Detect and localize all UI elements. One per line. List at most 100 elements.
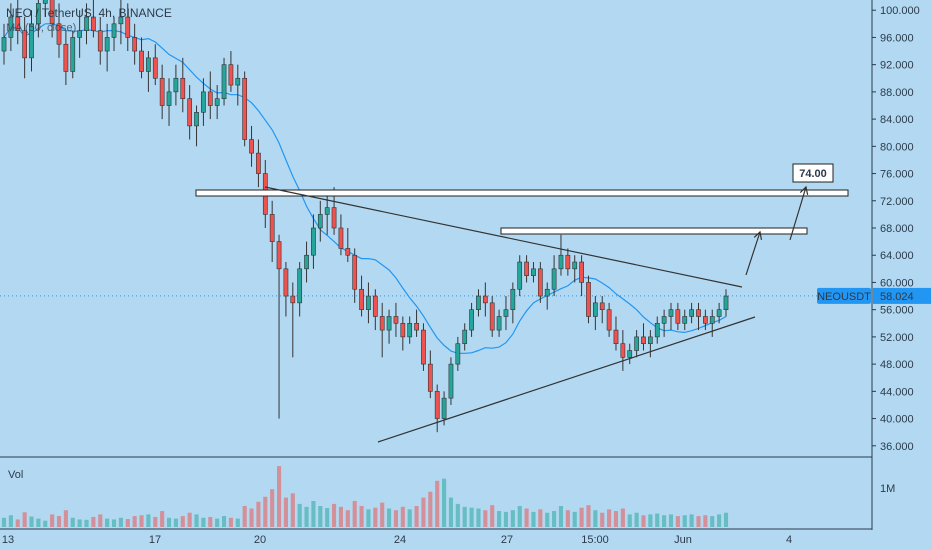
volume-bar: [221, 516, 227, 527]
volume-bar: [146, 514, 151, 527]
current-price-label: 58.024: [880, 291, 914, 303]
price-tick-label: 36.000: [880, 441, 914, 453]
volume-bar: [483, 510, 488, 527]
time-tick-label: Jun: [674, 534, 692, 546]
volume-bar: [668, 514, 674, 527]
candle-body: [276, 241, 282, 270]
volume-bar: [201, 517, 206, 527]
candle-body: [166, 91, 172, 106]
volume-bar: [442, 478, 447, 527]
volume-bar: [538, 509, 543, 527]
symbol-badge-label: NEOUSDT: [817, 291, 871, 303]
volume-bar: [311, 500, 316, 527]
candle-body: [242, 77, 248, 140]
volume-bar: [497, 511, 502, 527]
candle-body: [139, 50, 144, 72]
volume-bar: [380, 502, 385, 527]
candle-body: [194, 111, 199, 127]
candle-body: [324, 207, 330, 215]
candle-body: [531, 268, 536, 276]
candle-body: [317, 214, 323, 229]
moving-average-line: [3, 23, 727, 354]
volume-bar: [662, 515, 667, 527]
volume-bar: [84, 519, 89, 527]
candle-body: [63, 43, 69, 72]
volume-bar: [331, 503, 337, 527]
volume-bar: [552, 511, 557, 527]
candle-body: [565, 254, 571, 270]
candle-body: [703, 316, 708, 324]
time-tick-label: 4: [786, 534, 792, 546]
candle-body: [304, 254, 309, 270]
volume-bar: [290, 493, 295, 527]
triangle-upper-trendline: [264, 186, 743, 288]
candle-body: [201, 91, 206, 113]
candle-body: [668, 309, 674, 317]
candle-body: [207, 91, 213, 106]
volume-bar: [627, 514, 632, 527]
candle-body: [359, 288, 364, 310]
volume-bar: [524, 508, 529, 527]
candle-body: [723, 295, 729, 310]
volume-bar: [91, 516, 96, 527]
volume-bar: [8, 515, 13, 527]
volume-bar: [118, 517, 123, 527]
volume-bar: [1, 517, 7, 527]
volume-bar: [215, 518, 220, 527]
candle-body: [97, 30, 103, 52]
candle-body: [606, 309, 612, 331]
price-tick-label: 100.000: [880, 5, 920, 17]
volume-bar: [173, 518, 178, 527]
candle-body: [352, 254, 358, 290]
candle-body: [476, 295, 481, 310]
volume-bar: [345, 510, 350, 527]
volume-bar: [15, 519, 20, 527]
volume-bar: [634, 512, 639, 527]
volume-bar: [682, 515, 687, 527]
volume-bar: [43, 520, 48, 527]
volume-bar: [235, 518, 240, 527]
time-tick-label: 13: [2, 534, 14, 546]
volume-bar: [689, 514, 694, 527]
candle-body: [551, 268, 557, 290]
candle-body: [503, 309, 509, 317]
candle-body: [111, 23, 117, 38]
time-tick-label: 20: [254, 534, 266, 546]
volume-bar: [600, 512, 605, 527]
current-price-badge: [873, 287, 931, 304]
volume-bar: [517, 506, 522, 527]
volume-axis-tick: 1M: [880, 483, 895, 495]
candle-body: [125, 16, 131, 38]
candle-body: [386, 316, 392, 331]
price-tick-label: 84.000: [880, 114, 914, 126]
volume-bar: [703, 515, 708, 527]
candle-body: [537, 268, 543, 297]
candle-body: [379, 316, 385, 331]
candle-body: [77, 30, 83, 38]
volume-bar: [36, 518, 41, 527]
volume-bar: [462, 506, 467, 527]
candle-body: [42, 0, 48, 4]
candle-body: [682, 316, 688, 324]
volume-bar: [276, 466, 282, 527]
projection-arrow-head: [753, 230, 763, 240]
volume-bar: [414, 506, 419, 527]
volume-bar: [558, 506, 564, 527]
candle-body: [544, 288, 550, 297]
price-tick-label: 60.000: [880, 277, 914, 289]
resistance-zone-lower: [500, 227, 808, 235]
triangle-lower-trendline: [377, 316, 756, 443]
candle-body: [70, 37, 76, 72]
volume-bar: [455, 503, 460, 527]
indicator-label: MA (50, close): [6, 22, 77, 34]
candle-body: [283, 268, 289, 297]
volume-bar: [352, 500, 357, 527]
volume-bar: [325, 508, 330, 527]
candle-body: [84, 16, 89, 31]
candle-body: [482, 295, 488, 304]
volume-bar: [545, 512, 550, 527]
candle-body: [592, 302, 598, 317]
volume-bar: [387, 508, 392, 527]
volume-bar: [338, 506, 343, 527]
